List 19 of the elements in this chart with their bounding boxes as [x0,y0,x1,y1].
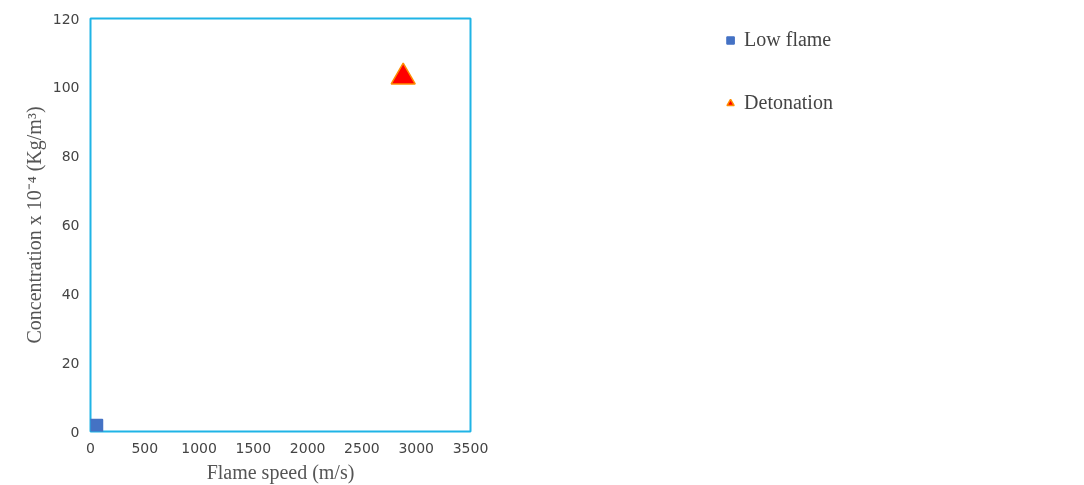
x-tick-label: 3000 [398,439,435,456]
x-tick-label: 1000 [181,439,217,456]
y-tick-label: 80 [61,148,80,165]
y-tick-label: 40 [61,285,80,302]
x-tick-label: 2000 [289,439,326,456]
y-axis-title: Concentration x 10⁻⁴ (Kg/m³) [22,106,46,344]
x-tick-label: 500 [131,439,159,456]
y-tick-label: 0 [70,423,80,440]
y-tick-label: 60 [61,217,80,233]
x-tick-label: 2500 [344,439,380,456]
y-tick-label: 20 [61,354,80,371]
x-tick-label: 1500 [235,439,272,456]
y-tick-label: 100 [52,79,80,96]
legend-label: Detonation [744,91,833,114]
x-axis-title: Flame speed (m/s) [206,460,355,484]
x-tick-label: 3500 [452,439,489,456]
y-tick-label: 120 [52,10,80,27]
x-tick-label: 0 [86,439,95,456]
legend-label: Low flame [744,28,832,51]
